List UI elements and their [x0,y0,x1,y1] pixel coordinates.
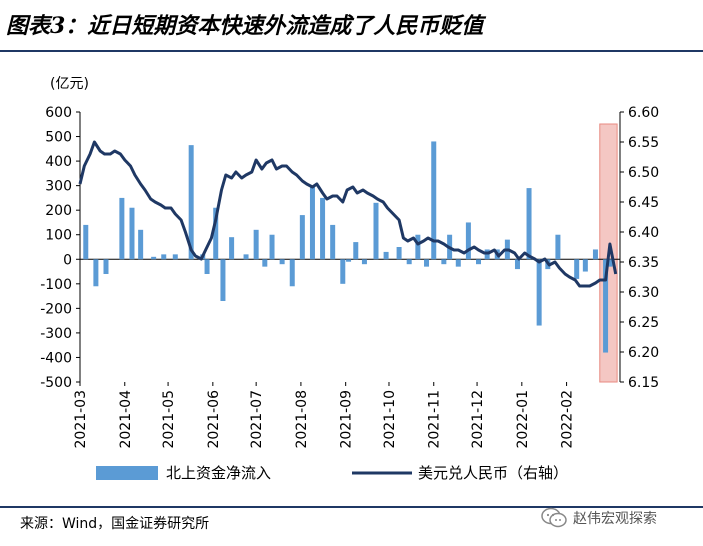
right-tick-label: 6.20 [628,345,659,361]
x-tick-label: 2021-11 [427,390,443,449]
bar [582,259,588,272]
left-tick-label: -400 [40,350,72,366]
legend-bar-label: 北上资金净流入 [166,464,271,482]
left-tick-label: 500 [45,130,72,146]
bar [172,254,178,260]
left-tick-label: -300 [40,326,72,342]
bar [406,259,412,265]
bar [346,259,352,262]
page-title: 图表3：近日短期资本快速外流造成了人民币贬值 [6,13,484,39]
wechat-icon [541,507,567,528]
x-tick-label: 2021-07 [249,390,265,449]
right-tick-label: 6.60 [628,105,659,121]
left-tick-label: -100 [40,277,72,293]
right-tick-label: 6.55 [628,135,659,151]
x-tick-label: 2022-02 [560,390,576,449]
bar [213,207,219,260]
source-note: 来源：Wind，国金证券研究所 [20,516,210,532]
x-tick-label: 2021-12 [470,390,486,449]
right-tick-label: 6.25 [628,315,659,331]
bar [514,259,520,270]
bar [396,247,402,260]
legend-bar-swatch [96,466,158,480]
left-tick-label: 400 [45,154,72,170]
bar [253,229,259,260]
bar [93,259,99,287]
watermark-text: 赵伟宏观探索 [573,511,657,527]
x-tick-label: 2021-04 [118,390,134,449]
bar [424,259,430,267]
left-axis-unit: (亿元) [50,76,89,92]
bar [138,229,144,260]
bar [83,224,89,260]
bar [555,234,561,260]
bar [243,254,249,260]
legend-line-label: 美元兑人民币（右轴） [418,464,568,482]
bar [269,234,275,260]
bar [415,234,421,260]
bar [309,185,315,260]
bar [465,222,471,260]
bar [431,141,437,260]
title-rule [0,50,703,52]
bar [299,215,305,260]
bar [229,237,235,260]
x-tick-label: 2022-01 [515,390,531,449]
x-tick-label: 2021-08 [294,390,310,449]
left-tick-label: 0 [63,252,72,268]
left-tick-label: 600 [45,105,72,121]
right-tick-label: 6.15 [628,375,659,391]
bar [383,251,389,260]
bar [129,207,135,260]
left-tick-label: -500 [40,375,72,391]
bar [188,145,194,260]
x-tick-label: 2021-03 [73,390,89,449]
right-tick-label: 6.50 [628,165,659,181]
bar [526,188,532,260]
bar [441,259,447,265]
right-tick-label: 6.40 [628,225,659,241]
bar [603,259,609,353]
usdcny-line [78,140,618,288]
bar [574,259,580,279]
left-tick-label: 100 [45,228,72,244]
right-tick-label: 6.45 [628,195,659,211]
bar [262,259,268,267]
bar [103,259,109,274]
right-tick-label: 6.35 [628,255,659,271]
left-tick-label: 300 [45,179,72,195]
bar [353,242,359,260]
x-tick-label: 2021-10 [382,390,398,449]
bar [220,259,226,301]
bar [340,259,346,284]
bar [204,259,210,274]
bar [592,249,598,260]
x-tick-label: 2021-09 [339,390,355,449]
bar [289,259,295,287]
bar [361,259,367,265]
bar [607,259,613,267]
x-tick-label: 2021-06 [206,390,222,449]
left-tick-label: -200 [40,301,72,317]
bar [320,197,326,260]
left-tick-label: 200 [45,203,72,219]
bar [161,254,167,260]
bar [476,259,482,265]
bar [119,197,125,260]
chart: (亿元) 600 500 400 300 200 100 0 -100 -200 -300 -400 -… [40,76,659,482]
bar [536,259,542,326]
bar [330,224,336,260]
x-tick-label: 2021-05 [161,390,177,449]
footer-rule [0,506,703,508]
bar [373,202,379,260]
right-tick-label: 6.30 [628,285,659,301]
bar [279,259,285,265]
bar [151,256,157,260]
bar [455,259,461,267]
watermark: 赵伟宏观探索 [540,505,657,531]
